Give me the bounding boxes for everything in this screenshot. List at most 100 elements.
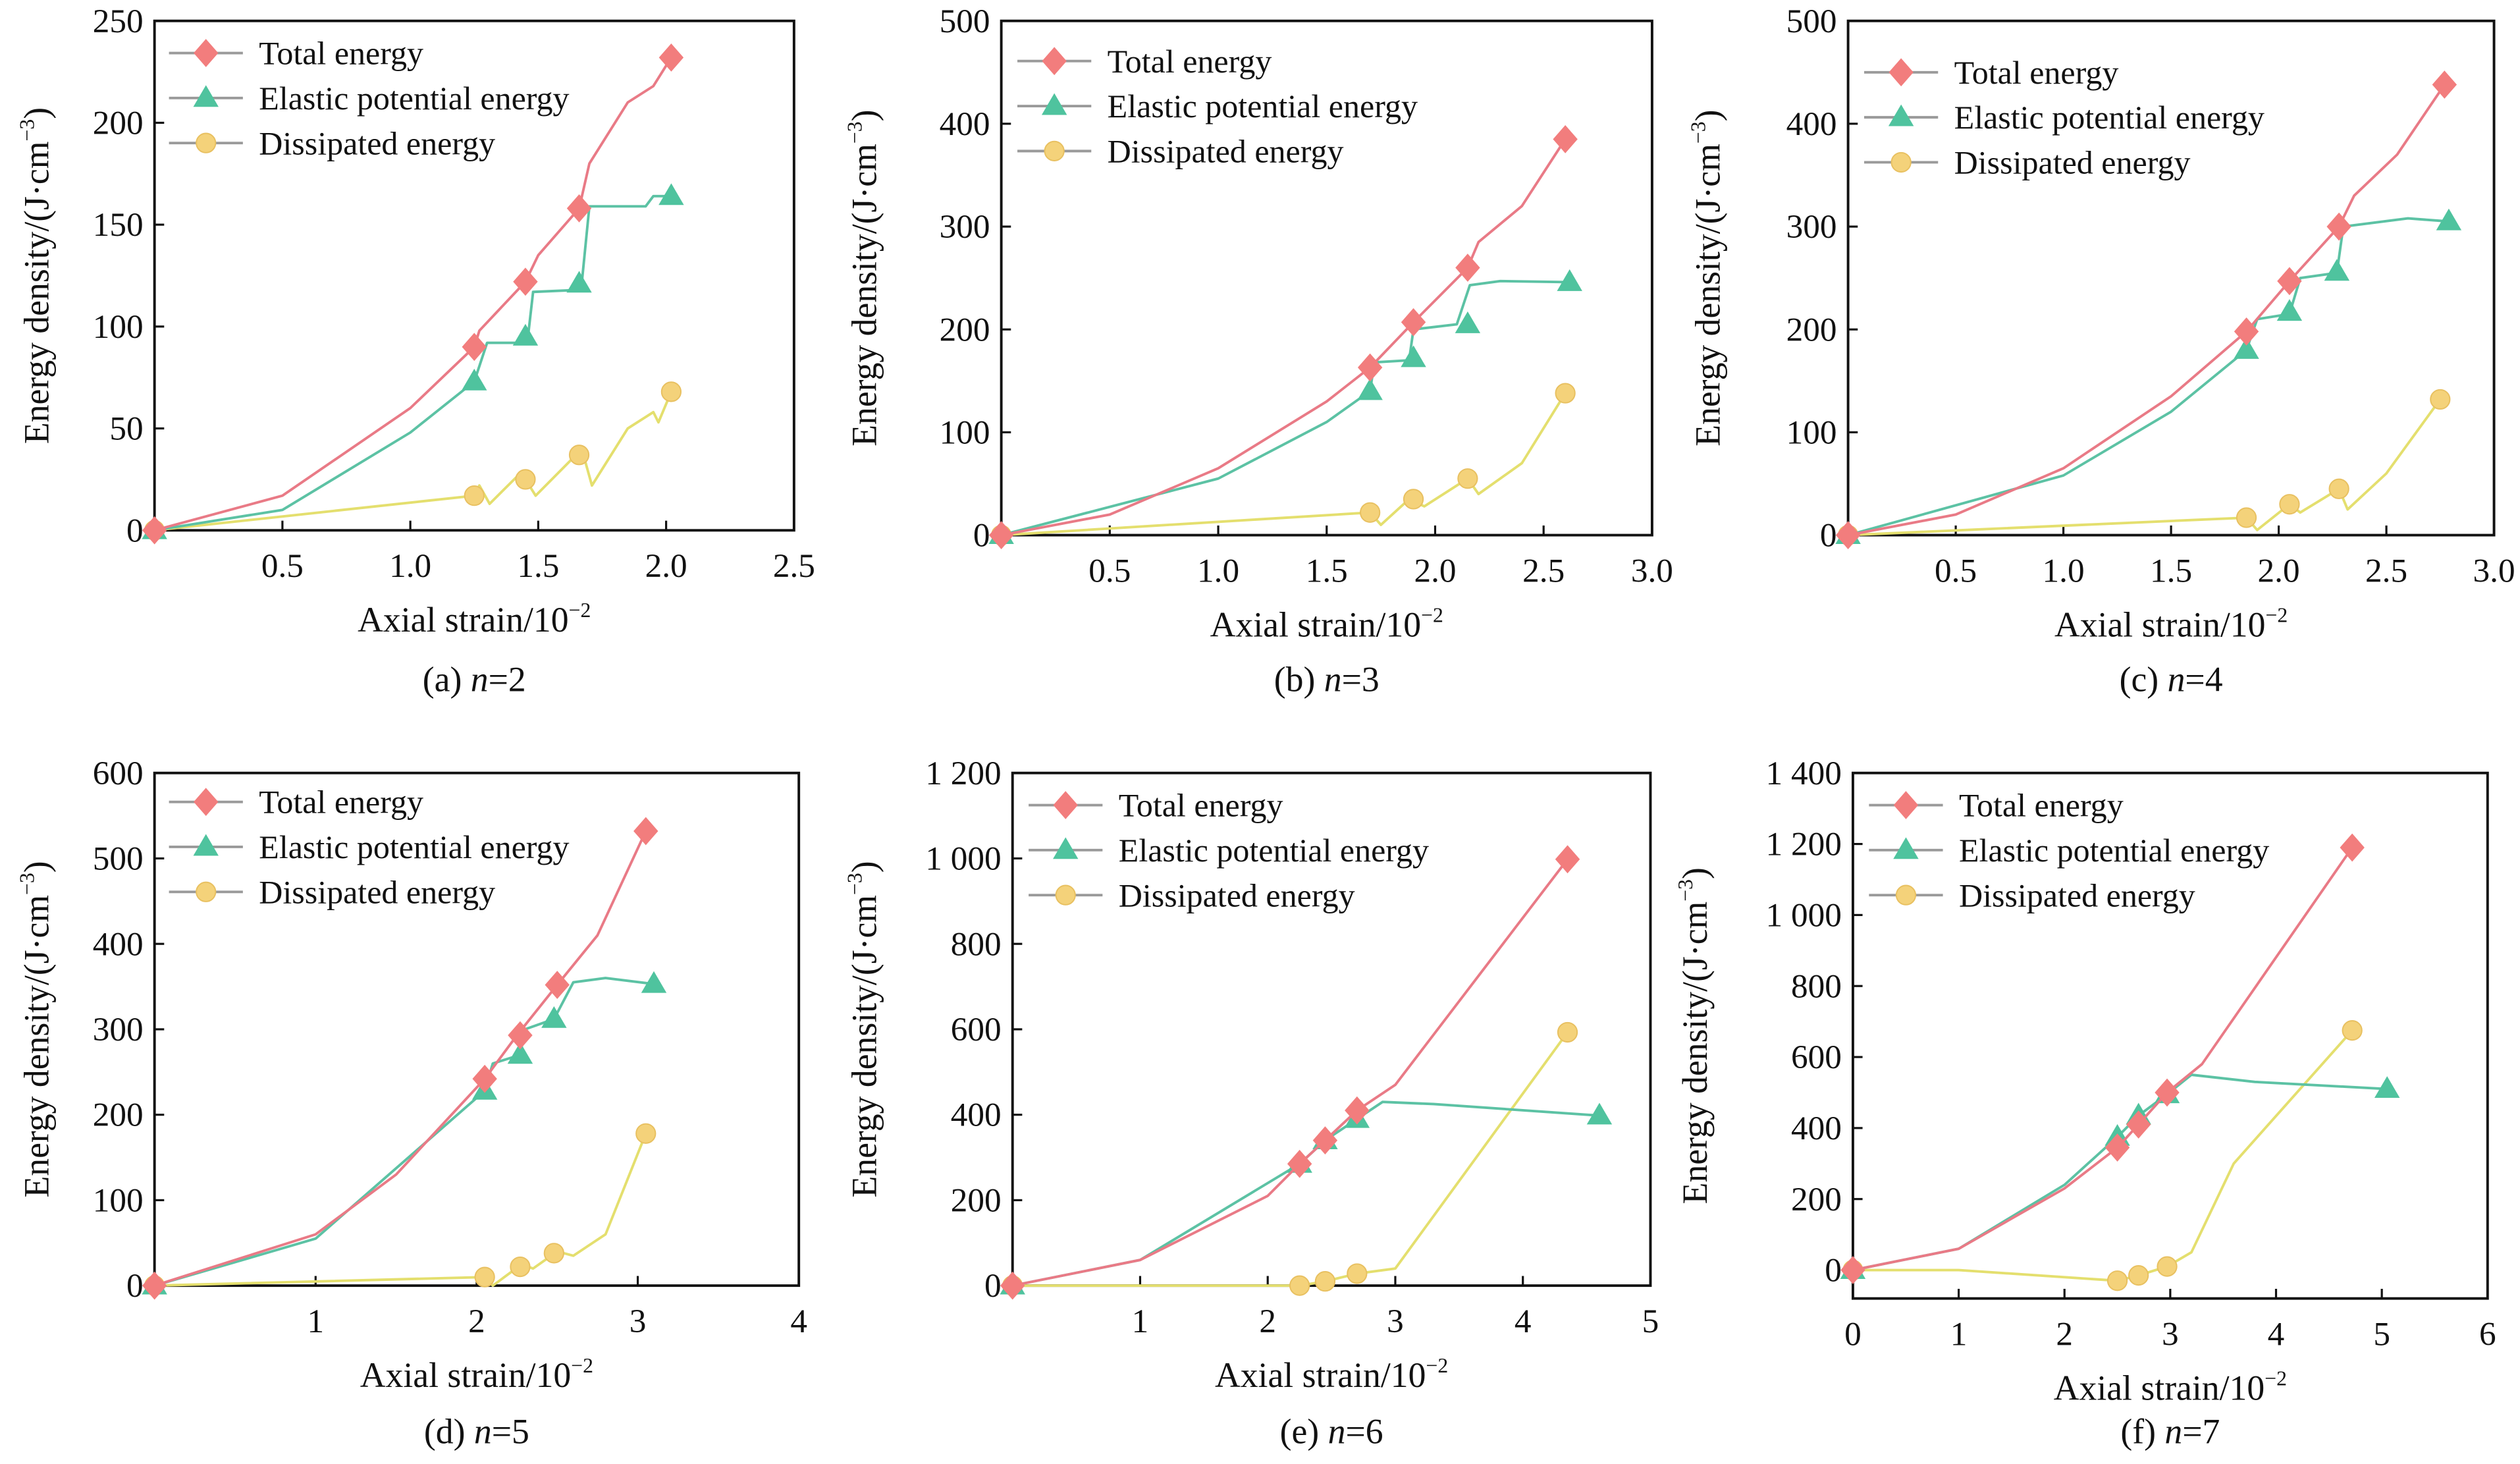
y-tick-label: 1 400 (1766, 755, 1842, 792)
y-axis-label-close: ) (844, 861, 884, 873)
y-axis-label-exponent: −3 (1686, 121, 1709, 144)
x-axis-label-text: Axial strain/10 (2054, 1368, 2265, 1407)
y-axis-label-exponent: −3 (16, 873, 39, 895)
x-tick-label: 1.0 (2043, 552, 2085, 589)
series-line-total (1848, 84, 2446, 537)
legend-marker-dissipated (1890, 151, 1912, 173)
y-axis-label-exponent: −3 (1674, 879, 1697, 902)
caption-suffix: =5 (492, 1411, 529, 1451)
x-tick-label: 2.0 (2258, 552, 2300, 589)
legend-label-elastic: Elastic potential energy (1959, 832, 2269, 869)
x-axis-label: Axial strain/10−2 (2054, 603, 2288, 644)
legend-label-elastic: Elastic potential energy (259, 80, 569, 117)
series-elastic (1000, 1100, 1613, 1295)
data-point-total (1345, 1096, 1370, 1125)
y-tick-label: 1 000 (925, 840, 1001, 878)
x-tick-label: 3.0 (1631, 552, 1673, 589)
legend: Total energy Elastic potential energy Diss… (1864, 54, 2265, 181)
legend-marker-total (194, 39, 219, 67)
x-axis-label-text: Axial strain/10 (1210, 605, 1422, 644)
caption-prefix: (b) (1274, 659, 1324, 699)
x-tick-label: 2.0 (645, 547, 687, 585)
caption-prefix: (d) (424, 1411, 474, 1451)
data-point-dissipated (2128, 1265, 2149, 1286)
data-point-total (1357, 353, 1383, 382)
data-point-dissipated (1314, 1271, 1336, 1292)
legend-label-total: Total energy (259, 35, 423, 72)
x-axis-label-text: Axial strain/10 (2054, 605, 2266, 644)
data-point-dissipated (1289, 1275, 1310, 1296)
x-axis-label: Axial strain/10−2 (1210, 603, 1443, 644)
chart-panel-a: 0.5 1.0 1.5 2.0 2.5 0 50 100 150 200 250 Axial stra… (16, 3, 815, 699)
legend-marker-total (194, 788, 219, 817)
legend-marker-dissipated (1044, 140, 1065, 161)
x-tick-label: 1 (307, 1303, 324, 1340)
caption-prefix: (c) (2120, 659, 2168, 699)
x-tick-label: 2.0 (1414, 552, 1456, 589)
y-axis-label-close: ) (844, 110, 884, 122)
panel-caption: (e) n=6 (1280, 1411, 1383, 1451)
data-point-elastic (462, 368, 487, 391)
data-point-dissipated (510, 1256, 531, 1278)
x-axis-label-exponent: −2 (571, 1354, 593, 1377)
series-line-dissipated (1012, 1031, 1569, 1288)
y-tick-label: 1 000 (1766, 896, 1842, 934)
x-axis-label-exponent: −2 (569, 599, 591, 622)
data-point-dissipated (1457, 468, 1478, 489)
y-axis-label-close: ) (17, 861, 57, 873)
data-point-total (142, 516, 167, 545)
y-tick-label: 100 (940, 414, 990, 451)
x-tick-label: 2 (468, 1303, 485, 1340)
legend-label-elastic: Elastic potential energy (1119, 832, 1429, 869)
series-line-total (154, 830, 647, 1288)
panel-caption: (c) n=4 (2120, 659, 2223, 699)
y-tick-label: 150 (93, 206, 144, 244)
panel-caption: (b) n=3 (1274, 659, 1380, 699)
x-tick-label: 1 (1950, 1315, 1968, 1353)
data-point-dissipated (2157, 1256, 2178, 1277)
x-axis-label-exponent: −2 (2265, 1367, 2287, 1390)
data-point-elastic (2324, 259, 2350, 281)
x-tick-label: 5 (1642, 1303, 1659, 1340)
data-point-elastic (1401, 345, 1426, 367)
y-tick-label: 200 (951, 1181, 1002, 1219)
caption-prefix: (e) (1280, 1411, 1328, 1451)
series-line-total (1012, 858, 1569, 1288)
caption-prefix: (f) (2120, 1411, 2164, 1451)
data-point-total (545, 971, 570, 999)
y-tick-label: 500 (93, 840, 144, 878)
data-point-elastic (1586, 1102, 1613, 1125)
x-tick-label: 2.5 (773, 547, 815, 585)
x-axis-label-text: Axial strain/10 (360, 1355, 572, 1395)
legend-marker-elastic (1053, 837, 1079, 859)
data-point-elastic (1557, 269, 1582, 291)
series-line-total (1852, 846, 2353, 1272)
y-axis-label-text: Energy density/(J·cm (1688, 144, 1727, 447)
x-tick-label: 1.5 (2150, 552, 2192, 589)
caption-suffix: =2 (489, 659, 526, 699)
panel-caption: (a) n=2 (423, 659, 526, 699)
data-point-total (2432, 70, 2457, 99)
data-point-dissipated (1557, 1021, 1578, 1043)
legend-label-total: Total energy (1954, 54, 2119, 91)
series-line-dissipated (1852, 1029, 2353, 1282)
legend-marker-dissipated (1055, 884, 1076, 906)
y-axis-label: Energy density/(J·cm−3) (1686, 110, 1727, 447)
series-line-elastic (1012, 1100, 1600, 1288)
data-point-total (513, 267, 538, 296)
y-tick-label: 1 200 (1766, 826, 1842, 863)
legend-marker-elastic (1888, 104, 1914, 126)
y-tick-label: 600 (1791, 1039, 1842, 1076)
data-point-elastic (1357, 378, 1383, 400)
x-tick-label: 3 (630, 1303, 647, 1340)
series-dissipated (1842, 1019, 2363, 1291)
series-line-total (1001, 138, 1567, 537)
x-tick-label: 0.5 (1088, 552, 1131, 589)
legend-label-dissipated: Dissipated energy (259, 124, 495, 161)
chart-panel-f: 0 1 2 3 4 5 6 0 200 400 600 800 1 000 1 200 1 400 Axial… (1674, 755, 2496, 1451)
legend: Total energy Elastic potential energy Diss… (1029, 787, 1429, 913)
series-line-elastic (1852, 1073, 2388, 1272)
legend-marker-elastic (1893, 837, 1919, 859)
data-point-total (1287, 1149, 1312, 1178)
y-axis-label-close: ) (1688, 110, 1727, 122)
